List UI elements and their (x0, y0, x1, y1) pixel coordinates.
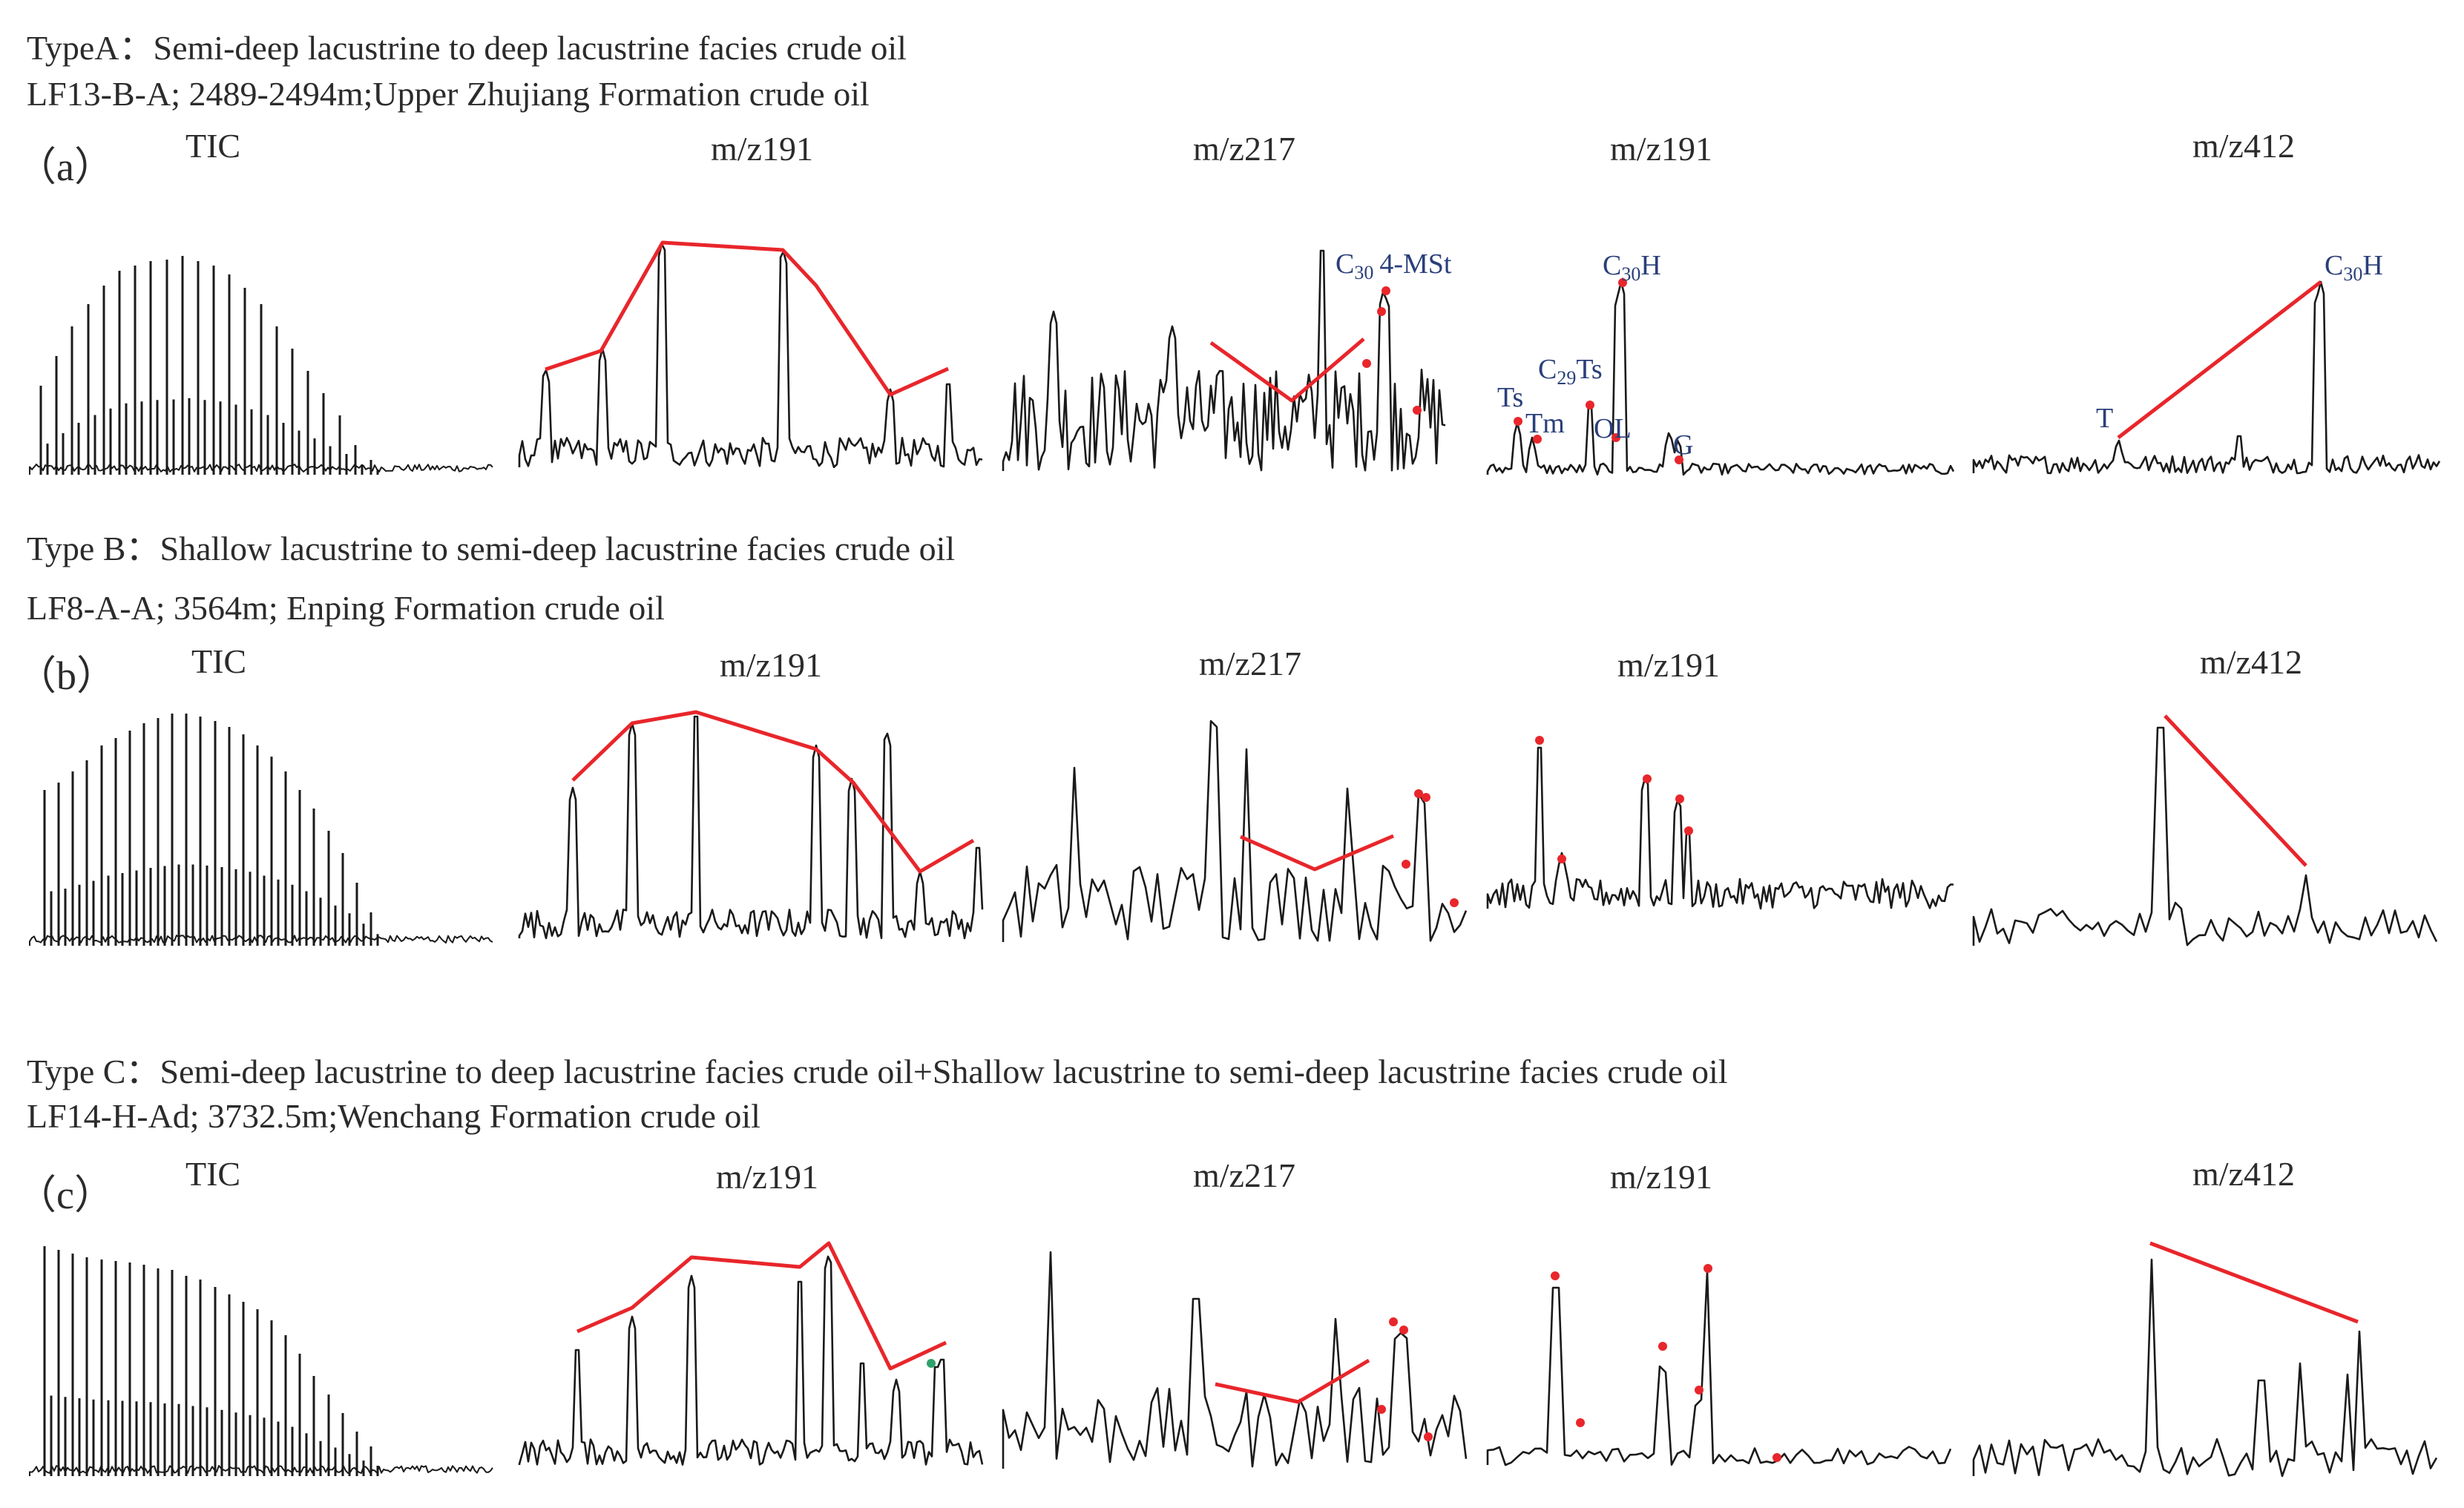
row-b-mz217-marker-3 (1450, 898, 1459, 907)
row-c-title-mz191-1: m/z191 (716, 1158, 818, 1196)
type-c-sample: LF14-H-Ad; 3732.5m;Wenchang Formation cr… (27, 1097, 760, 1135)
peak-label-c29ts: C29Ts (1538, 354, 1603, 389)
row-a-mz412-trend (2117, 280, 2322, 439)
row-c-mz217 (1002, 1251, 1468, 1469)
type-c-title: Type C：Semi-deep lacustrine to deep lacu… (27, 1053, 1728, 1090)
peak-label-c30h-412: C30H (2325, 250, 2383, 285)
row-c-mz412-trend (2149, 1241, 2359, 1324)
row-b-mz412-trend (2164, 714, 2307, 867)
row-a-mz191-1-trend (545, 240, 950, 397)
row-c-mz191-2-marker-0 (1551, 1271, 1560, 1280)
type-b-sample: LF8-A-A; 3564m; Enping Formation crude o… (27, 589, 665, 627)
row-a-mz191-1 (518, 243, 983, 469)
row-b-mz217 (1002, 720, 1468, 942)
row-c-mz217-marker-2 (1377, 1405, 1386, 1414)
row-c-mz191-2-marker-1 (1658, 1342, 1667, 1351)
row-c-title-mz191-2: m/z191 (1610, 1158, 1712, 1196)
row-a-mz191-2-marker-2 (1586, 401, 1594, 409)
row-b-title-mz217: m/z217 (1199, 645, 1301, 682)
row-a-mz217-marker-1 (1377, 307, 1386, 316)
row-b-mz191-2-marker-3 (1675, 794, 1684, 803)
row-c-mz191-2-marker-5 (1773, 1453, 1781, 1462)
peak-label-ol: OL (1594, 413, 1632, 444)
row-a-title-tic: TIC (185, 127, 241, 165)
row-b-title-mz191-2: m/z191 (1617, 646, 1720, 684)
row-b-mz217-marker-1 (1422, 793, 1430, 802)
row-c-mz191-1 (518, 1255, 984, 1466)
row-b-mz217-marker-0 (1414, 789, 1423, 798)
row-c-mz217-trend (1215, 1358, 1370, 1404)
row-a-mz191-2-marker-5 (1675, 455, 1683, 464)
row-c-mz412 (1972, 1258, 2438, 1478)
row-c-mz217-marker-1 (1399, 1326, 1408, 1334)
row-c-title-tic: TIC (185, 1155, 241, 1193)
row-c-mz191-2-marker-2 (1704, 1264, 1712, 1273)
row-a-tic-peaks (39, 256, 379, 475)
row-c-mz191-2 (1486, 1270, 1952, 1466)
panel-label-c: （c） (16, 1173, 114, 1217)
row-a-mz191-2-marker-3 (1618, 278, 1627, 287)
row-a-mz217-trend (1209, 338, 1365, 403)
row-b-title-mz412: m/z412 (2200, 643, 2302, 681)
row-c-tic-peaks (43, 1246, 379, 1476)
row-c-mz191-2-marker-4 (1695, 1386, 1704, 1395)
panel-label-b: （b） (16, 653, 116, 698)
row-b-mz191-2-marker-1 (1557, 855, 1566, 863)
row-b-tic-baseline (29, 935, 493, 946)
row-c-tic-baseline (29, 1465, 493, 1476)
row-c-mz217-marker-3 (1424, 1432, 1433, 1441)
row-c-title-mz217: m/z217 (1193, 1156, 1295, 1194)
type-a-title: TypeA：Semi-deep lacustrine to deep lacus… (27, 29, 907, 67)
row-c-mz191-1-marker-green (927, 1359, 936, 1368)
peak-label-c30-4mst: C30 4-MSt (1336, 248, 1452, 283)
row-a-title-mz191-1: m/z191 (711, 130, 813, 168)
row-b-mz217-trend (1239, 834, 1394, 872)
row-b-mz191-2-marker-2 (1643, 774, 1652, 783)
row-a-mz217-marker-0 (1382, 286, 1390, 295)
row-b-mz191-1-trend (571, 710, 975, 874)
peak-label-ts: Ts (1497, 382, 1523, 413)
row-c-title-mz412: m/z412 (2192, 1155, 2295, 1193)
row-c-mz191-1-trend (576, 1241, 947, 1371)
peak-label-tm: Tm (1525, 408, 1565, 439)
row-b-mz191-1 (518, 715, 984, 940)
row-b-mz217-marker-2 (1402, 860, 1410, 869)
row-b-tic-peaks (43, 714, 379, 946)
row-b-mz191-2 (1486, 746, 1954, 910)
row-a-mz217-marker-2 (1362, 359, 1371, 368)
row-a-title-mz217: m/z217 (1193, 130, 1295, 168)
type-b-title: Type B：Shallow lacustrine to semi-deep l… (27, 530, 956, 567)
row-a-title-mz412: m/z412 (2192, 127, 2295, 165)
row-c-mz191-2-marker-3 (1576, 1418, 1585, 1427)
row-a-mz217 (1002, 249, 1446, 472)
type-a-sample: LF13-B-A; 2489-2494m;Upper Zhujiang Form… (27, 75, 870, 113)
peak-label-c30h-191: C30H (1603, 250, 1661, 285)
row-b-mz191-2-marker-4 (1684, 826, 1693, 835)
panel-label-a: （a） (16, 145, 114, 189)
row-a-mz191-2-marker-1 (1533, 435, 1542, 444)
row-b-title-mz191-1: m/z191 (720, 646, 822, 684)
row-a-mz412 (1972, 280, 2441, 475)
peak-label-g: G (1673, 429, 1693, 461)
row-b-mz191-2-marker-0 (1535, 736, 1544, 745)
row-b-title-tic: TIC (191, 642, 247, 680)
row-a-title-mz191-2: m/z191 (1610, 130, 1712, 168)
row-a-mz217-marker-3 (1413, 406, 1422, 415)
row-a-mz191-2 (1486, 280, 1955, 476)
row-c-mz217-marker-0 (1389, 1317, 1398, 1326)
row-a-mz191-2-marker-0 (1514, 417, 1522, 426)
row-b-mz412 (1972, 726, 2438, 946)
peak-label-t: T (2096, 403, 2113, 434)
row-a-mz191-2-marker-4 (1612, 433, 1620, 442)
